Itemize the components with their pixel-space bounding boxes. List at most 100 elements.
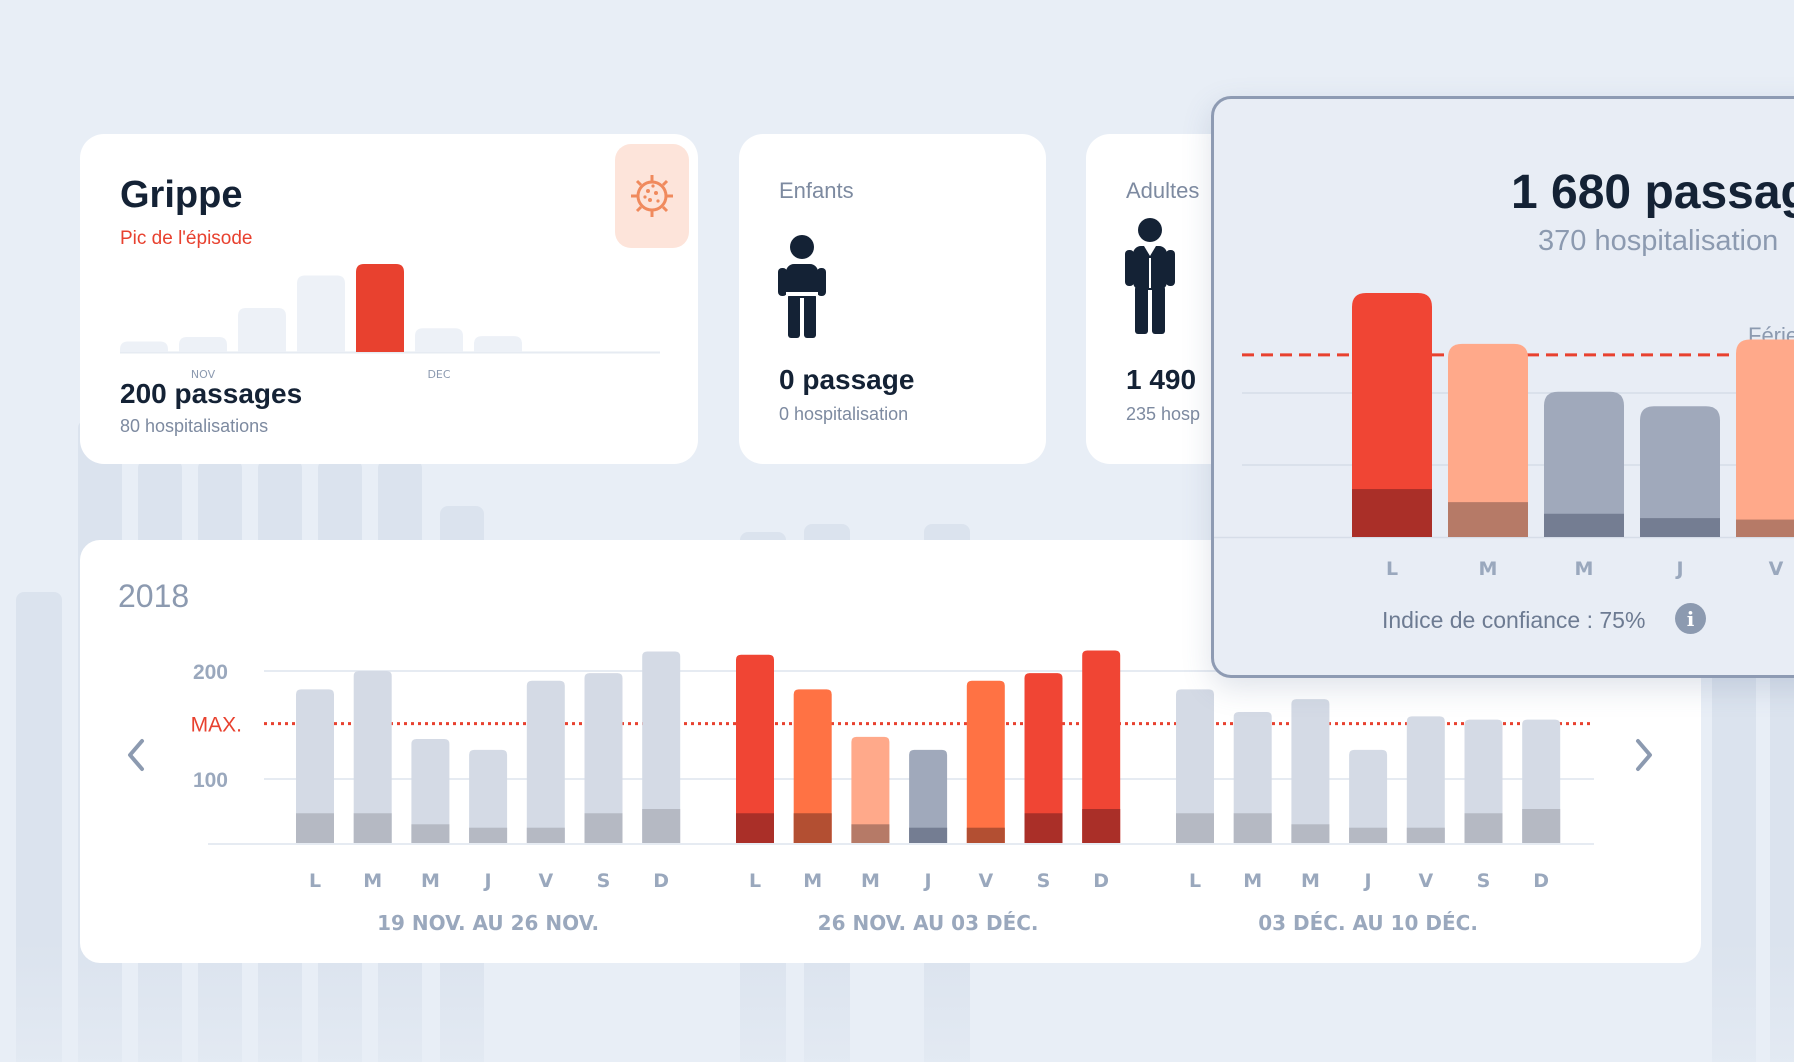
day-bar[interactable]	[296, 689, 334, 843]
virus-badge	[615, 144, 689, 248]
day-bar-hospitalisation	[909, 827, 948, 843]
adultes-title: Adultes	[1126, 178, 1200, 203]
day-bar[interactable]	[1024, 673, 1063, 843]
mini-chart-bar	[415, 328, 463, 352]
day-bar-hospitalisation	[1291, 824, 1330, 843]
day-bar[interactable]	[584, 673, 623, 843]
mini-chart-bar	[297, 275, 345, 352]
day-bar[interactable]	[411, 739, 450, 843]
day-label: J	[483, 870, 492, 892]
day-label: M	[1243, 870, 1262, 892]
year-label: 2018	[118, 578, 190, 614]
popup-day-bar[interactable]	[1448, 343, 1528, 537]
popup-day-bar-hospitalisation	[1544, 513, 1624, 537]
episode-peak-label: Pic de l'épisode	[120, 228, 253, 249]
day-bar[interactable]	[736, 654, 774, 843]
day-bar-hospitalisation	[1522, 809, 1561, 843]
popup-day-bar-hospitalisation	[1352, 489, 1432, 537]
day-detail-popup[interactable]: Férie L M M J V 1 680 passag 370 hospitalisat…	[1211, 96, 1794, 678]
day-label: L	[309, 870, 321, 892]
confidence-index: Indice de confiance : 75%	[1382, 607, 1646, 633]
day-label: J	[1363, 870, 1372, 892]
day-label: D	[653, 870, 669, 892]
day-bar-hospitalisation	[411, 824, 450, 843]
day-bar-hospitalisation	[1082, 809, 1121, 843]
mini-chart-peak-bar	[356, 264, 404, 352]
popup-day-bar-hospitalisation	[1448, 502, 1528, 537]
previous-week-button[interactable]	[116, 735, 156, 775]
day-bar[interactable]	[966, 680, 1005, 843]
grippe-title: Grippe	[120, 174, 243, 216]
day-label: M	[803, 870, 822, 892]
adultes-passages: 1 490	[1126, 364, 1197, 395]
mini-chart-bar	[179, 337, 227, 352]
day-label: V	[1418, 870, 1433, 892]
day-bar-hospitalisation	[1024, 813, 1063, 843]
day-bar[interactable]	[851, 736, 890, 843]
day-bar[interactable]	[909, 749, 948, 843]
day-bar-hospitalisation	[851, 824, 890, 843]
popup-day-label: V	[1769, 558, 1784, 580]
day-bar-hospitalisation	[642, 809, 681, 843]
day-bar[interactable]	[469, 749, 508, 843]
popup-day-label: M	[1575, 558, 1594, 580]
max-threshold-label: MAX.	[191, 714, 242, 737]
child-icon	[778, 235, 826, 338]
day-bar-hospitalisation	[966, 827, 1005, 843]
grippe-card[interactable]: Grippe Pic de l'épisode NOV DEC 200 passa…	[80, 134, 698, 464]
day-label: S	[1037, 870, 1051, 892]
week-range-label: 03 DÉC. AU 10 DÉC.	[1258, 911, 1478, 935]
day-bar-hospitalisation	[1406, 827, 1445, 843]
y-tick-label: 100	[193, 769, 228, 792]
day-label: L	[1189, 870, 1201, 892]
popup-day-bar[interactable]	[1640, 406, 1720, 537]
popup-day-bar[interactable]	[1736, 339, 1794, 537]
weekly-bar-chart: 200 100 MAX. L M M J V S D 19 NOV. AU 26 NOV. L M M J V…	[191, 650, 1594, 935]
virus-icon	[631, 175, 673, 217]
adult-icon	[1125, 218, 1175, 334]
day-bar[interactable]	[1464, 719, 1503, 843]
enfants-title: Enfants	[779, 178, 854, 203]
next-week-button[interactable]	[1624, 735, 1664, 775]
popup-day-bar-hospitalisation	[1640, 518, 1720, 537]
day-bar-hospitalisation	[584, 813, 623, 843]
day-bar-hospitalisation	[296, 813, 334, 843]
day-bar[interactable]	[526, 680, 565, 843]
day-bar[interactable]	[1082, 650, 1121, 843]
popup-day-label: J	[1674, 558, 1683, 580]
day-bar[interactable]	[1291, 699, 1330, 843]
day-label: S	[597, 870, 611, 892]
day-label: L	[749, 870, 761, 892]
mini-chart-bar	[474, 336, 522, 352]
popup-day-bar[interactable]	[1544, 391, 1624, 537]
day-bar-hospitalisation	[1349, 827, 1388, 843]
day-bar[interactable]	[793, 689, 832, 843]
enfants-passages: 0 passage	[779, 364, 915, 395]
day-bar-hospitalisation	[526, 827, 565, 843]
week-range-label: 19 NOV. AU 26 NOV.	[377, 911, 599, 935]
day-bar[interactable]	[642, 651, 681, 843]
grippe-hospitalisations: 80 hospitalisations	[120, 416, 269, 436]
day-bar-hospitalisation	[1233, 813, 1272, 843]
day-label: V	[538, 870, 553, 892]
popup-hospitalisations: 370 hospitalisation	[1538, 225, 1779, 257]
day-label: D	[1093, 870, 1109, 892]
day-bar-hospitalisation	[1464, 813, 1503, 843]
day-label: S	[1477, 870, 1491, 892]
day-label: M	[421, 870, 440, 892]
popup-passages: 1 680 passag	[1511, 166, 1794, 219]
adultes-hospitalisations: 235 hosp	[1126, 404, 1201, 424]
day-bar[interactable]	[1176, 689, 1214, 843]
day-label: J	[923, 870, 932, 892]
day-label: D	[1533, 870, 1549, 892]
popup-day-bar[interactable]	[1352, 293, 1432, 537]
day-bar[interactable]	[353, 671, 392, 843]
day-bar[interactable]	[1406, 716, 1445, 843]
enfants-card[interactable]: Enfants 0 passage 0 hospitalisation	[739, 134, 1046, 464]
day-bar[interactable]	[1233, 712, 1272, 843]
day-bar[interactable]	[1349, 749, 1388, 843]
info-icon[interactable]: i	[1675, 603, 1706, 634]
popup-day-label: L	[1386, 558, 1398, 580]
mini-chart-bar	[238, 308, 286, 352]
